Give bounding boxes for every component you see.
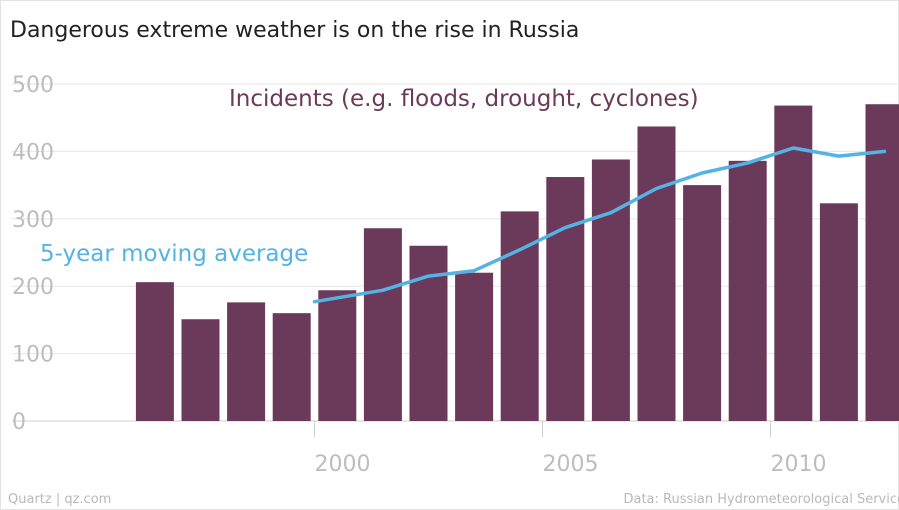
footer-source: Data: Russian Hydrometeorological Servic… [623, 492, 899, 507]
bar-1997 [181, 319, 220, 421]
bar-2005 [546, 177, 585, 421]
bar-2010 [774, 105, 813, 422]
bar-2002 [409, 245, 448, 421]
bar-2004 [500, 211, 539, 421]
chart-title: Dangerous extreme weather is on the rise… [10, 18, 580, 43]
y-tick-label: 0 [12, 410, 26, 435]
x-tick-label: 2010 [771, 452, 827, 477]
line-series-label: 5-year moving average [40, 241, 308, 267]
footer-credit: Quartz | qz.com [8, 492, 112, 507]
y-tick-label: 200 [12, 275, 54, 300]
bar-series-label: Incidents (e.g. floods, drought, cyclone… [229, 86, 699, 112]
x-tick-label: 2000 [315, 452, 371, 477]
bar-1999 [272, 313, 311, 421]
bar-2006 [591, 159, 630, 421]
y-tick-label: 500 [12, 73, 54, 98]
bar-2000 [318, 290, 357, 421]
bar-2003 [455, 272, 494, 421]
y-tick-label: 100 [12, 343, 54, 368]
bar-2009 [728, 160, 767, 421]
bar-1996 [135, 282, 174, 421]
bar-2001 [363, 228, 402, 421]
moving-average-line [312, 146, 887, 304]
x-tick-label: 2005 [543, 452, 599, 477]
bar-2007 [637, 126, 676, 421]
bar-2008 [683, 185, 722, 421]
bar-2011 [819, 203, 858, 421]
y-tick-label: 300 [12, 208, 54, 233]
y-tick-label: 400 [12, 140, 54, 165]
bar-2012 [865, 104, 899, 421]
bar-1998 [227, 302, 266, 421]
